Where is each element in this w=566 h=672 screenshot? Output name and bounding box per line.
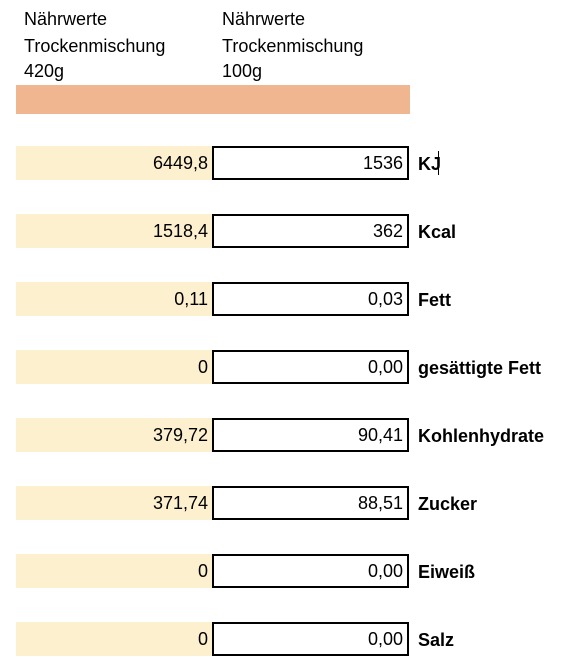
- header-100g-line-2: Trockenmischung: [222, 36, 364, 56]
- nutrient-label[interactable]: KJ: [418, 154, 442, 174]
- nutrient-row-kohlenhydrate: 379,72 90,41 Kohlenhydrate: [0, 418, 566, 452]
- nutrient-label[interactable]: Kohlenhydrate: [418, 426, 545, 446]
- header-420g-line-1: Nährwerte: [24, 9, 108, 29]
- header-420g-line-3: 420g: [24, 61, 65, 81]
- value-100g-cell[interactable]: 90,41: [212, 418, 409, 452]
- nutrient-label[interactable]: Kcal: [418, 222, 457, 242]
- nutrient-row-salz: 0 0,00 Salz: [0, 622, 566, 656]
- nutrient-row-eiweiss: 0 0,00 Eiweiß: [0, 554, 566, 588]
- nutrient-label[interactable]: Eiweiß: [418, 562, 476, 582]
- value-100g-cell[interactable]: 0,03: [212, 282, 409, 316]
- value-100g-cell[interactable]: 0,00: [212, 554, 409, 588]
- value-420g-cell[interactable]: 0: [16, 350, 212, 384]
- value-100g-cell[interactable]: 0,00: [212, 350, 409, 384]
- value-100g-cell[interactable]: 0,00: [212, 622, 409, 656]
- value-420g-cell[interactable]: 0: [16, 622, 212, 656]
- value-420g-cell[interactable]: 371,74: [16, 486, 212, 520]
- header-420g: Nährwerte Trockenmischung 420g: [24, 6, 165, 82]
- nutrient-label[interactable]: Salz: [418, 630, 455, 650]
- value-100g-cell[interactable]: 1536: [212, 146, 409, 180]
- nutrient-row-kcal: 1518,4 362 Kcal: [0, 214, 566, 248]
- value-420g-cell[interactable]: 1518,4: [16, 214, 212, 248]
- header-100g-line-1: Nährwerte: [222, 9, 306, 29]
- nutrient-label[interactable]: Fett: [418, 290, 451, 310]
- value-100g-cell[interactable]: 362: [212, 214, 409, 248]
- nutrient-label[interactable]: gesättigte Fett: [418, 358, 542, 378]
- header-420g-line-2: Trockenmischung: [24, 36, 166, 56]
- nutrient-row-kj: 6449,8 1536 KJ: [0, 146, 566, 180]
- value-420g-cell[interactable]: 379,72: [16, 418, 212, 452]
- value-420g-cell[interactable]: 0: [16, 554, 212, 588]
- header-100g: Nährwerte Trockenmischung 100g: [222, 6, 363, 82]
- value-100g-cell[interactable]: 88,51: [212, 486, 409, 520]
- nutrient-row-fett: 0,11 0,03 Fett: [0, 282, 566, 316]
- header-100g-line-3: 100g: [222, 61, 263, 81]
- header-color-bar: [16, 85, 410, 114]
- value-420g-cell[interactable]: 6449,8: [16, 146, 212, 180]
- nutrient-row-zucker: 371,74 88,51 Zucker: [0, 486, 566, 520]
- nutrient-label[interactable]: Zucker: [418, 494, 478, 514]
- value-420g-cell[interactable]: 0,11: [16, 282, 212, 316]
- nutrient-row-gesaettigte-fett: 0 0,00 gesättigte Fett: [0, 350, 566, 384]
- text-cursor: [438, 151, 439, 175]
